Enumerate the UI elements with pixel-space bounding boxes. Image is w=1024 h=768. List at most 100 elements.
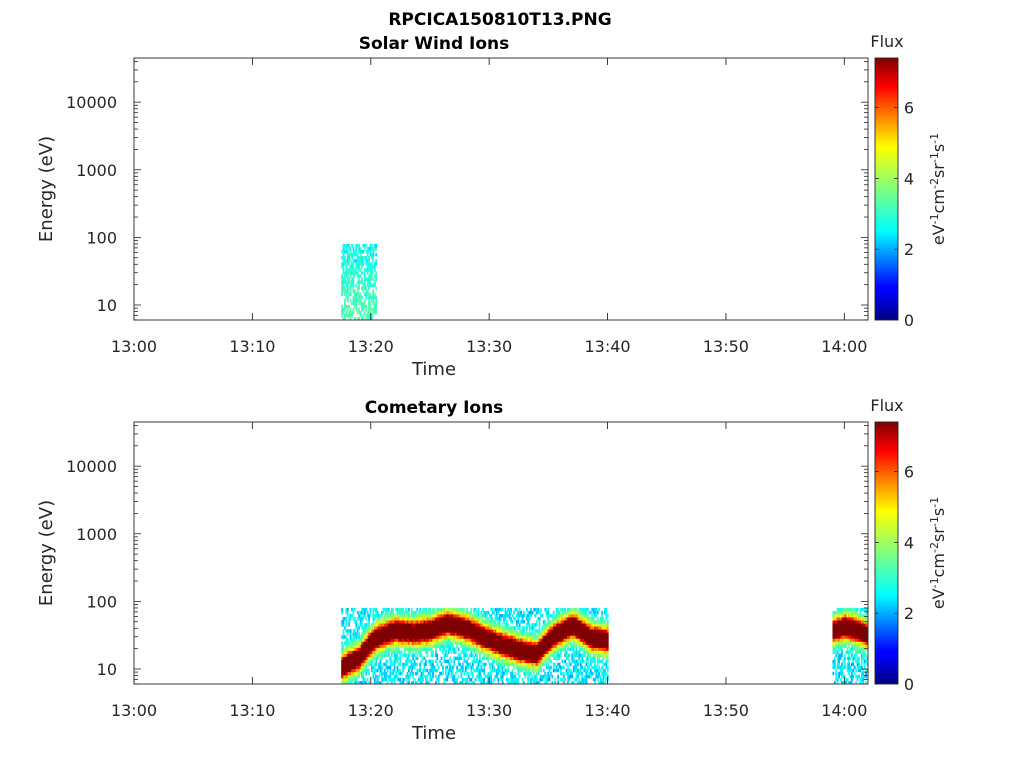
heatmap-cell xyxy=(545,653,548,658)
heatmap-cell xyxy=(517,671,520,676)
heatmap-cell xyxy=(520,668,522,673)
heatmap-cell xyxy=(351,641,353,645)
heatmap-cell xyxy=(596,617,599,621)
heatmap-cell xyxy=(487,620,490,624)
heatmap-cell xyxy=(571,653,574,658)
heatmap-cell xyxy=(368,680,370,684)
heatmap-cell xyxy=(369,610,372,615)
heatmap-cell xyxy=(373,662,376,667)
heatmap-cell xyxy=(591,617,594,621)
heatmap-cell xyxy=(865,653,867,658)
heatmap-cell xyxy=(359,256,362,260)
heatmap-cell xyxy=(491,607,494,612)
heatmap-cell xyxy=(436,632,439,636)
heatmap-cell xyxy=(345,268,348,272)
heatmap-cell xyxy=(385,674,388,679)
heatmap-cell xyxy=(602,656,605,661)
heatmap-cell xyxy=(427,680,430,684)
heatmap-cell xyxy=(487,629,490,633)
heatmap-cell xyxy=(383,671,386,676)
heatmap-cell xyxy=(376,617,379,621)
heatmap-cell xyxy=(358,659,361,664)
heatmap-cell xyxy=(417,644,420,648)
heatmap-cell xyxy=(477,641,480,645)
heatmap-cell xyxy=(525,641,528,645)
heatmap-cell xyxy=(552,610,555,615)
heatmap-cell xyxy=(420,641,423,645)
heatmap-cell xyxy=(464,677,467,682)
heatmap-cell xyxy=(456,607,459,612)
heatmap-cell xyxy=(361,626,363,630)
heatmap-cell xyxy=(395,638,397,642)
heatmap-cell xyxy=(559,653,562,658)
heatmap-cell xyxy=(371,668,373,673)
heatmap-cell xyxy=(538,659,541,664)
heatmap-cell xyxy=(406,629,409,633)
heatmap-cell xyxy=(478,659,481,664)
heatmap-cell xyxy=(351,650,353,654)
heatmap-cell xyxy=(361,286,363,290)
heatmap-cell xyxy=(569,638,572,642)
heatmap-cell xyxy=(594,659,596,664)
heatmap-cell xyxy=(836,607,839,612)
heatmap-cell xyxy=(537,665,540,670)
heatmap-cell xyxy=(352,262,355,266)
heatmap-cell xyxy=(853,671,856,676)
heatmap-cell xyxy=(523,635,525,639)
heatmap-cell xyxy=(349,662,352,667)
heatmap-cell xyxy=(460,635,463,639)
heatmap-cell xyxy=(842,607,845,612)
heatmap-cell xyxy=(586,638,589,642)
heatmap-cell xyxy=(498,650,501,654)
heatmap-cell xyxy=(577,662,579,667)
heatmap-cell xyxy=(551,626,554,630)
heatmap-cell xyxy=(518,623,521,627)
heatmap-cell xyxy=(449,620,451,624)
heatmap-cell xyxy=(390,607,393,612)
heatmap-cell xyxy=(515,662,518,667)
heatmap-cell xyxy=(865,674,867,679)
heatmap-cell xyxy=(398,610,400,615)
heatmap-cell xyxy=(589,626,592,630)
heatmap-cell xyxy=(477,674,480,679)
heatmap-cell xyxy=(346,283,349,287)
heatmap-cell xyxy=(346,243,349,248)
heatmap-cell xyxy=(413,629,416,633)
heatmap-cell xyxy=(412,610,415,615)
heatmap-cell xyxy=(402,665,405,670)
heatmap-cell xyxy=(569,641,572,645)
heatmap-cell xyxy=(373,644,376,648)
heatmap-cell xyxy=(839,668,842,673)
heatmap-cell xyxy=(500,671,503,676)
heatmap-cell xyxy=(392,677,395,682)
heatmap-cell xyxy=(581,632,584,636)
heatmap-cell xyxy=(497,656,500,661)
heatmap-cell xyxy=(602,638,605,642)
heatmap-cell xyxy=(352,289,355,294)
heatmap-cell xyxy=(592,659,595,664)
heatmap-cell xyxy=(346,268,349,272)
heatmap-cell xyxy=(569,662,572,667)
heatmap-cell xyxy=(351,283,353,287)
heatmap-cell xyxy=(594,677,596,682)
heatmap-cell xyxy=(848,662,850,667)
heatmap-cell xyxy=(355,626,358,630)
heatmap-cell xyxy=(437,680,440,684)
heatmap-cell xyxy=(464,610,467,615)
heatmap-cell xyxy=(400,623,403,627)
heatmap-cell xyxy=(385,638,388,642)
heatmap-cell xyxy=(415,641,417,645)
heatmap-cell xyxy=(863,674,866,679)
heatmap-cell xyxy=(555,623,558,627)
heatmap-cell xyxy=(514,671,517,676)
heatmap-cell xyxy=(520,665,522,670)
heatmap-cell xyxy=(561,641,564,645)
heatmap-cell xyxy=(478,668,481,673)
heatmap-cell xyxy=(592,644,595,648)
heatmap-cell xyxy=(363,656,366,661)
heatmap-cell xyxy=(466,610,469,615)
heatmap-cell xyxy=(551,638,554,642)
heatmap-cell xyxy=(551,632,554,636)
heatmap-cell xyxy=(371,635,373,639)
heatmap-cell xyxy=(572,659,575,664)
